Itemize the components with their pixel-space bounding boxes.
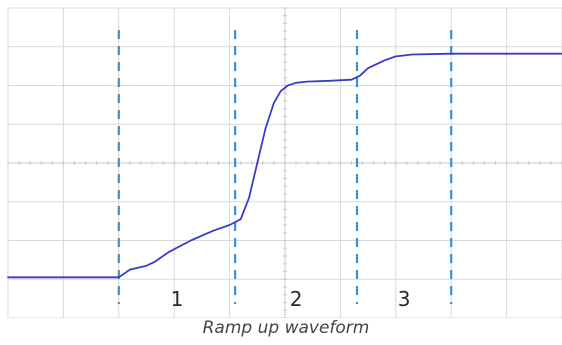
waveform-trace xyxy=(7,52,562,279)
phase-label-2: 2 xyxy=(290,287,303,311)
figure-caption: Ramp up waveform xyxy=(202,318,370,338)
phase-label-3: 3 xyxy=(398,287,411,311)
phase-labels: 1 2 3 xyxy=(171,287,411,311)
grid xyxy=(7,7,562,318)
waveform xyxy=(7,52,562,279)
phase-markers xyxy=(117,30,453,304)
phase-label-1: 1 xyxy=(171,287,184,311)
chart-plot: 1 2 3 xyxy=(7,7,562,318)
